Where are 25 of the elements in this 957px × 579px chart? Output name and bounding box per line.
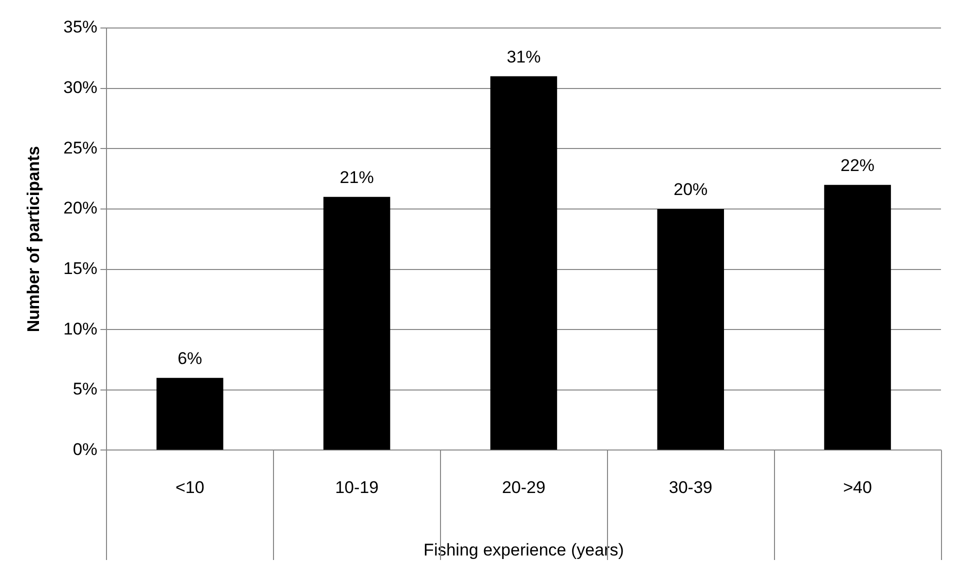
- x-tick-label: 20-29: [502, 478, 546, 498]
- data-label: 6%: [178, 349, 202, 368]
- x-tick-label: 10-19: [335, 478, 379, 498]
- data-label: 31%: [506, 47, 541, 66]
- y-tick-label: 10%: [63, 319, 98, 338]
- y-tick-label: 0%: [72, 440, 98, 459]
- x-tick-label: 30-39: [668, 478, 712, 498]
- y-tick-label: 25%: [63, 138, 98, 158]
- y-tick-label: 30%: [63, 78, 98, 97]
- y-tick-label: 5%: [72, 380, 98, 399]
- y-tick-label: 35%: [63, 18, 98, 37]
- x-tick-label: <10: [175, 478, 204, 498]
- x-tick-label: >40: [843, 478, 872, 498]
- y-axis-title: Number of participants: [24, 146, 43, 332]
- bar: [824, 184, 891, 450]
- data-label: 21%: [340, 168, 374, 188]
- bar: [156, 378, 224, 450]
- bar: [323, 196, 390, 450]
- bar: [657, 208, 724, 450]
- data-label: 22%: [840, 156, 875, 176]
- bar: [490, 76, 558, 450]
- data-label: 20%: [674, 180, 708, 200]
- y-tick-label: 20%: [63, 198, 98, 218]
- y-tick-label: 15%: [63, 258, 98, 278]
- x-axis-title: Fishing experience (years): [424, 540, 624, 560]
